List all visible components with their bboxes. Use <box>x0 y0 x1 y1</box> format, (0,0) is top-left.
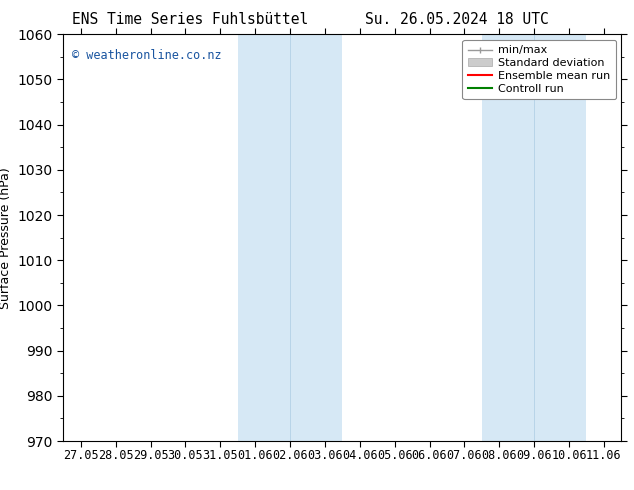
Text: ENS Time Series Fuhlsbüttel: ENS Time Series Fuhlsbüttel <box>72 12 308 27</box>
Text: © weatheronline.co.nz: © weatheronline.co.nz <box>72 49 221 62</box>
Bar <box>238 34 342 441</box>
Legend: min/max, Standard deviation, Ensemble mean run, Controll run: min/max, Standard deviation, Ensemble me… <box>462 40 616 99</box>
Y-axis label: Surface Pressure (hPa): Surface Pressure (hPa) <box>0 167 12 309</box>
Text: Su. 26.05.2024 18 UTC: Su. 26.05.2024 18 UTC <box>365 12 548 27</box>
Bar <box>482 34 586 441</box>
